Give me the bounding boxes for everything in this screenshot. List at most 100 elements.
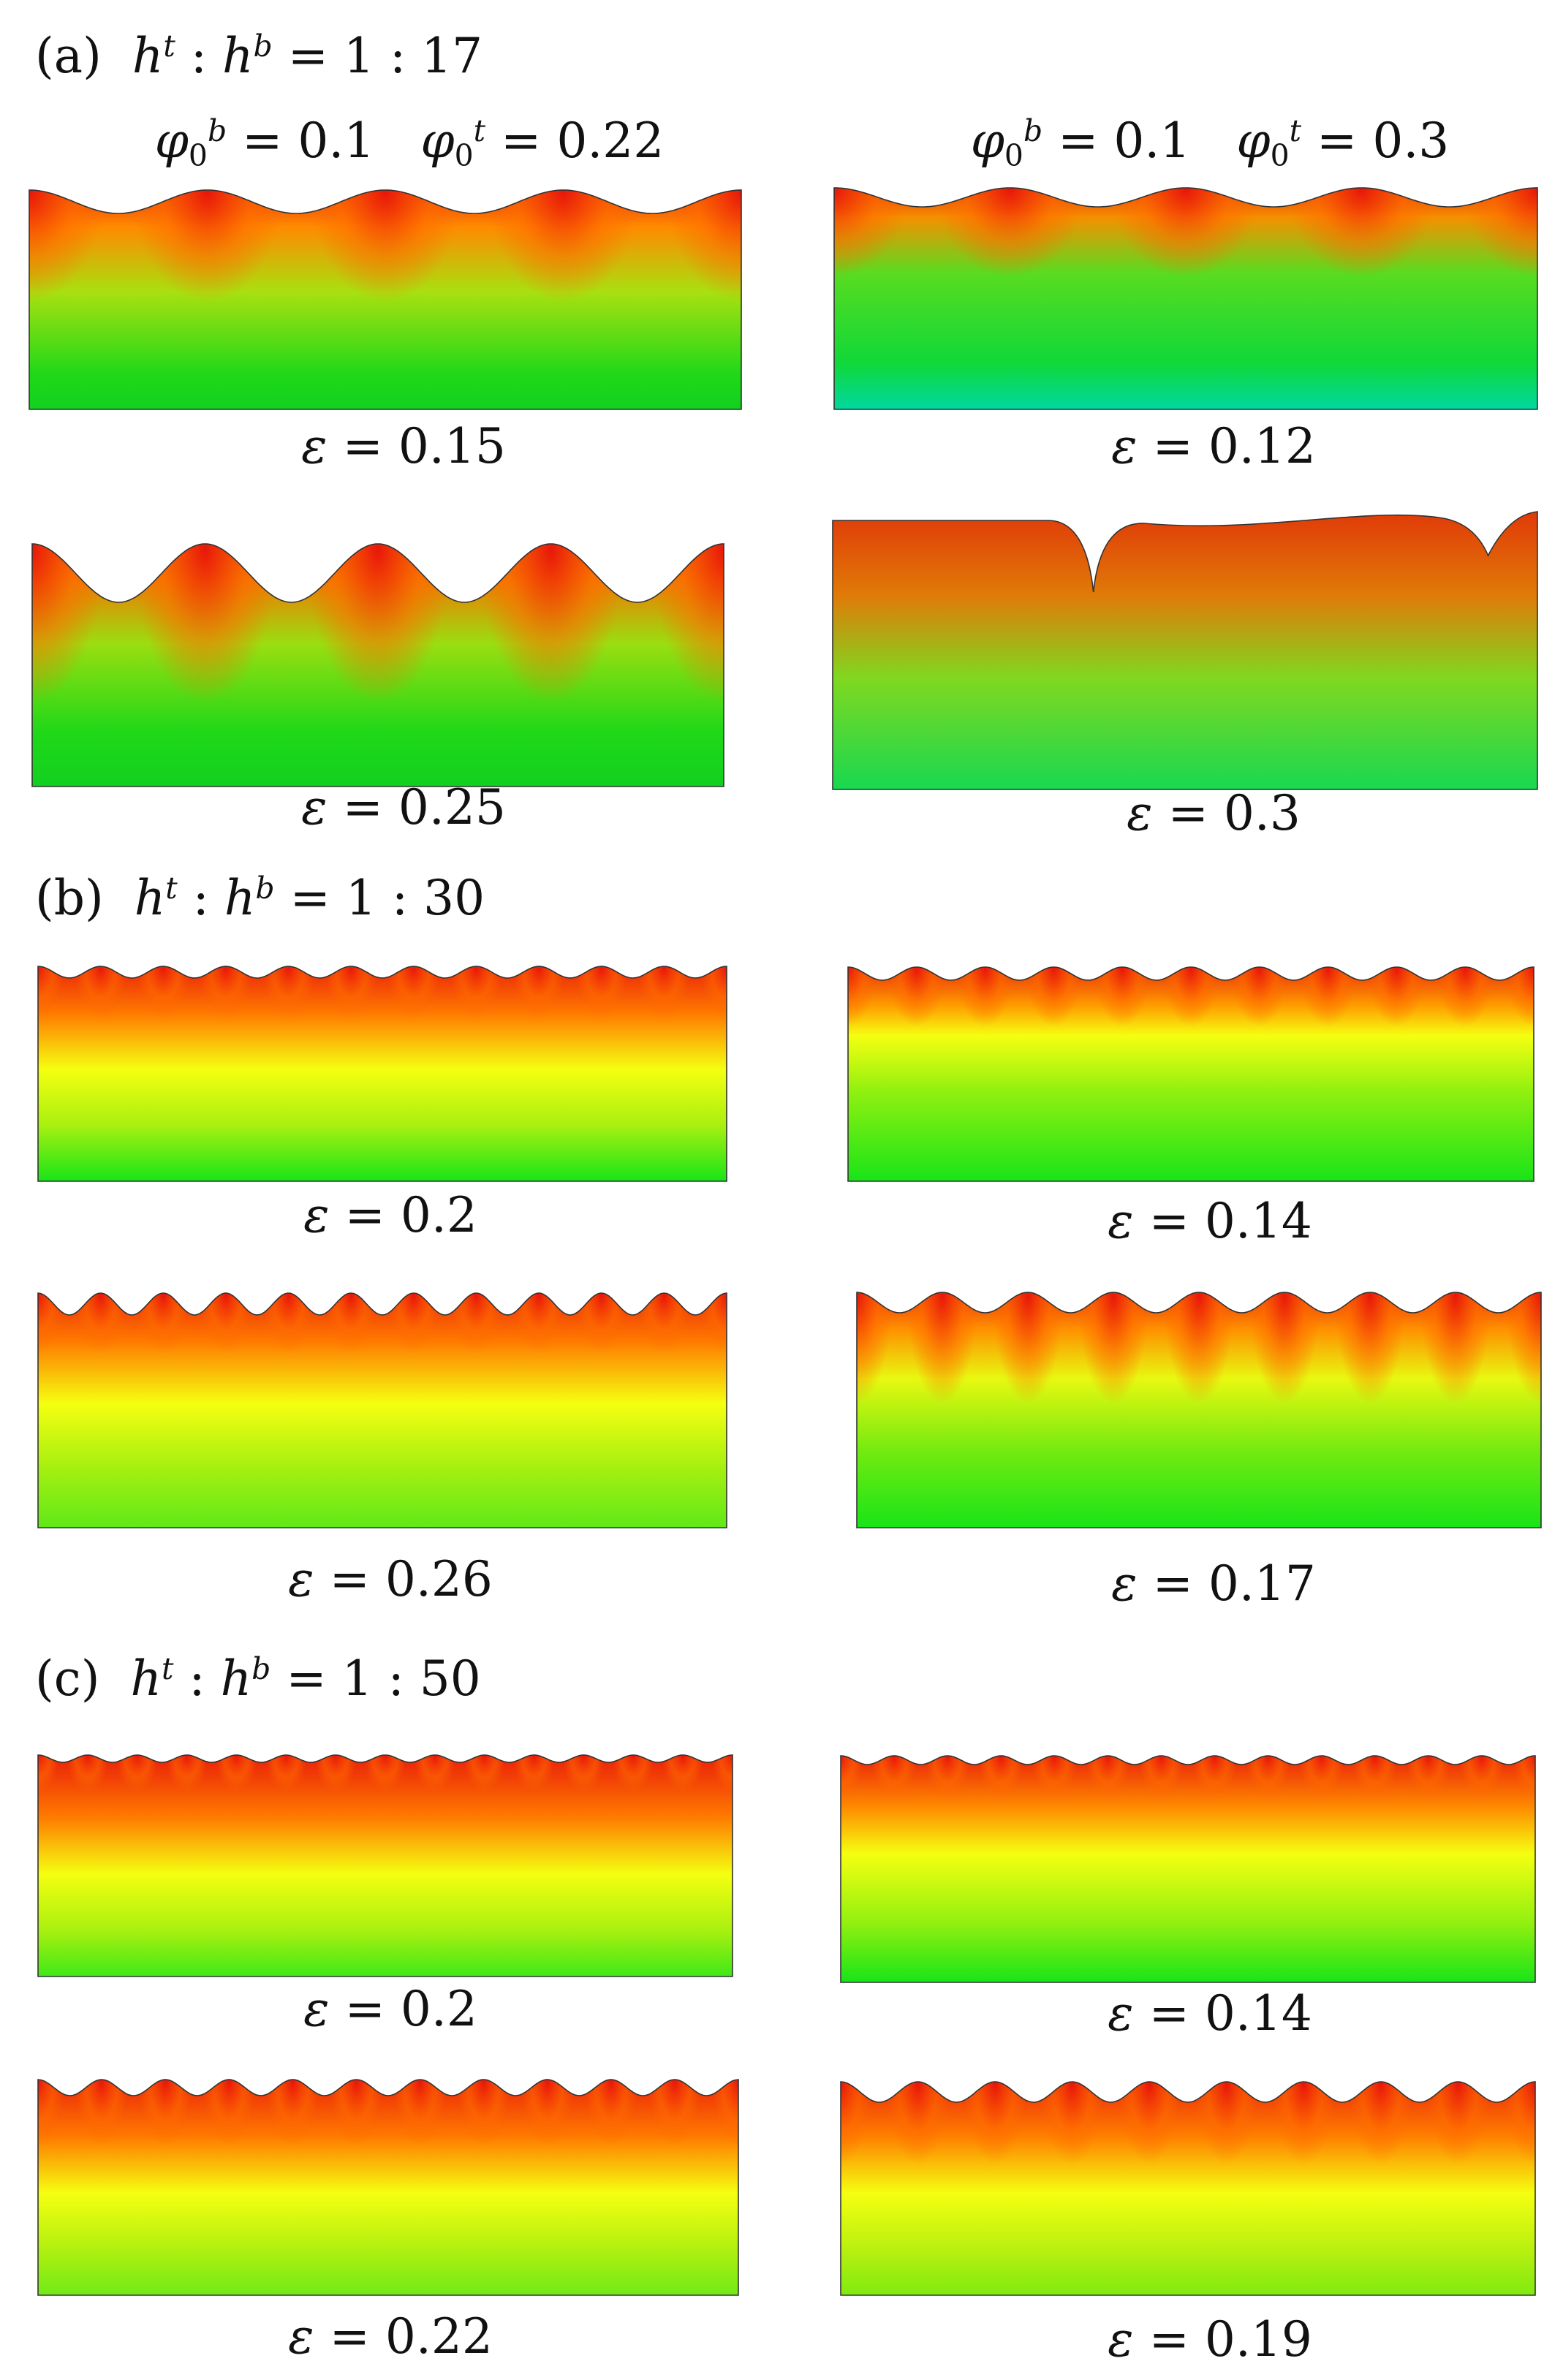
stress-lobe [393,2080,447,2148]
stress-lobe [1406,1756,1451,1801]
stress-lobe [1248,1292,1321,1404]
strain-caption: ε = 0.25 [301,779,506,835]
film-body [841,2082,1535,2295]
panel-a-right-2 [832,511,1538,790]
stress-lobe [457,2080,511,2148]
stress-lobe [512,1293,566,1354]
stress-lobe [132,544,278,703]
strain-caption: ε = 0.17 [1111,1555,1316,1612]
stress-lobe [962,2082,1028,2164]
stress-lobe [166,1755,208,1792]
stress-lobe [387,966,440,1019]
stress-lobe [478,544,624,703]
film-outline [840,1755,1536,1983]
stress-lobe [450,1293,503,1354]
film-outline [856,1292,1542,1528]
stress-lobe [1502,2082,1535,2164]
strain-caption: ε = 0.22 [288,2308,493,2365]
strain-caption: ε = 0.12 [1111,418,1316,474]
strain-caption: ε = 0.2 [303,1981,477,2037]
stress-lobe [1040,2082,1105,2164]
stress-lobe [310,190,461,303]
stress-lobe [325,1293,378,1354]
stress-lobe [364,1755,406,1792]
stress-lobe [75,2080,129,2148]
stress-lobe [637,966,691,1019]
stress-lobe [1025,967,1083,1027]
stress-lobe [29,190,105,303]
film-body [833,512,1537,789]
panel-b-left-2 [37,1292,727,1528]
film-outline [37,1754,733,1977]
stress-lobe [488,190,638,303]
film-outline [37,966,727,1182]
stress-lobe [1230,967,1289,1027]
stress-lobe [841,2082,874,2164]
stress-lobe [841,1756,863,1801]
stress-lobe [648,2080,702,2148]
stress-lobe [38,2080,65,2148]
stress-lobe [1085,1756,1131,1801]
film-outline [847,966,1534,1182]
stress-lobe [1194,2082,1260,2164]
stress-lobe [612,1755,654,1792]
strain-caption: ε = 0.15 [301,418,506,474]
panel-b-right-1 [847,966,1534,1182]
stress-lobe [265,2080,319,2148]
stress-lobe [888,967,946,1027]
stress-lobe [521,2080,575,2148]
stress-lobe [562,1755,605,1792]
stress-lobe [1138,1756,1184,1801]
section-a-title: (a) ht : hb = 1 : 17 [35,28,483,84]
stress-lobe [834,188,909,278]
stress-lobe [32,544,105,703]
stress-lobe [325,966,378,1019]
stress-lobe [662,1755,704,1792]
stress-lobe [925,1756,970,1801]
stress-lobe [711,1755,733,1792]
column-header-right: φ0b = 0.1 φ0t = 0.3 [970,113,1450,174]
stress-lobe [1505,967,1534,1027]
stress-lobe [885,2082,950,2164]
stress-lobe [936,188,1084,278]
stress-lobe [1426,2082,1491,2164]
section-c-title: (c) ht : hb = 1 : 50 [35,1651,481,1707]
stress-lobe [1245,1756,1291,1801]
panel-c-right-2 [840,2081,1536,2296]
panel-a-left-1 [29,189,742,410]
stress-lobe [450,966,503,1019]
stress-lobe [1299,967,1357,1027]
stress-lobe [74,966,127,1019]
stress-lobe [991,1292,1064,1404]
stress-lobe [137,1293,190,1354]
film-outline [833,187,1538,410]
stress-lobe [575,966,628,1019]
stress-lobe [463,1755,506,1792]
stress-lobe [265,1755,307,1792]
stress-lobe [199,1293,252,1354]
film-outline [29,189,742,410]
panel-c-right-1 [840,1755,1536,1983]
stress-lobe [262,966,315,1019]
stress-lobe [1368,967,1426,1027]
stress-lobe [137,966,190,1019]
stress-lobe [314,1755,357,1792]
stress-lobe [575,1293,628,1354]
stress-lobe [1093,967,1151,1027]
strain-caption: ε = 0.26 [288,1551,493,1607]
stress-lobe [584,2080,638,2148]
stress-lobe [848,967,877,1027]
panel-c-left-1 [37,1754,733,1977]
stress-lobe [1287,188,1436,278]
stress-lobe [199,966,252,1019]
stress-lobe [1459,1756,1505,1801]
column-header-left: φ0b = 0.1 φ0t = 0.22 [154,113,665,174]
panel-a-right-1 [833,187,1538,410]
strain-caption: ε = 0.14 [1108,1985,1312,2042]
stress-lobe [1111,188,1260,278]
film-outline [31,543,724,787]
stress-lobe [1333,1292,1407,1404]
strain-caption: ε = 0.14 [1108,1193,1312,1249]
stress-lobe [74,1293,127,1354]
stress-lobe [138,2080,192,2148]
